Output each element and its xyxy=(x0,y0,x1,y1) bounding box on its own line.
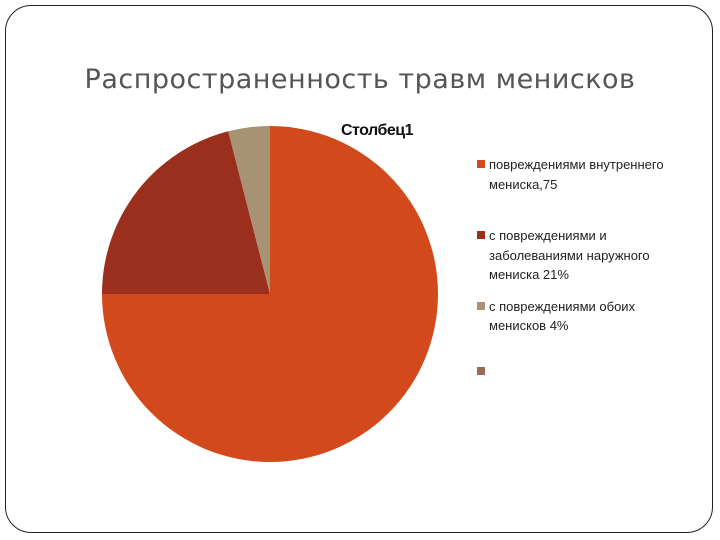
pie-slice xyxy=(102,131,270,294)
legend-item: с повреждениями и заболеваниями наружног… xyxy=(477,226,692,285)
legend-item xyxy=(477,362,692,382)
legend-label: с повреждениями обоих менисков 4% xyxy=(489,298,636,334)
legend-label: с повреждениями и заболеваниями наружног… xyxy=(489,228,650,282)
legend-swatch xyxy=(477,366,485,375)
legend-swatch xyxy=(477,231,485,239)
legend-item: с повреждениями обоих менисков 4% xyxy=(477,297,692,336)
chart-legend: повреждениями внутреннего мениска,75 с п… xyxy=(477,155,692,381)
legend-item: повреждениями внутреннего мениска,75 xyxy=(477,155,692,194)
slide-title: Распространенность травм менисков xyxy=(84,64,636,95)
chart-title: Столбец1 xyxy=(341,122,414,139)
legend-label: повреждениями внутреннего мениска,75 xyxy=(489,157,664,192)
legend-swatch xyxy=(477,160,485,168)
pie-slice xyxy=(228,126,270,294)
legend-swatch xyxy=(477,301,485,310)
legend-label xyxy=(489,362,692,382)
